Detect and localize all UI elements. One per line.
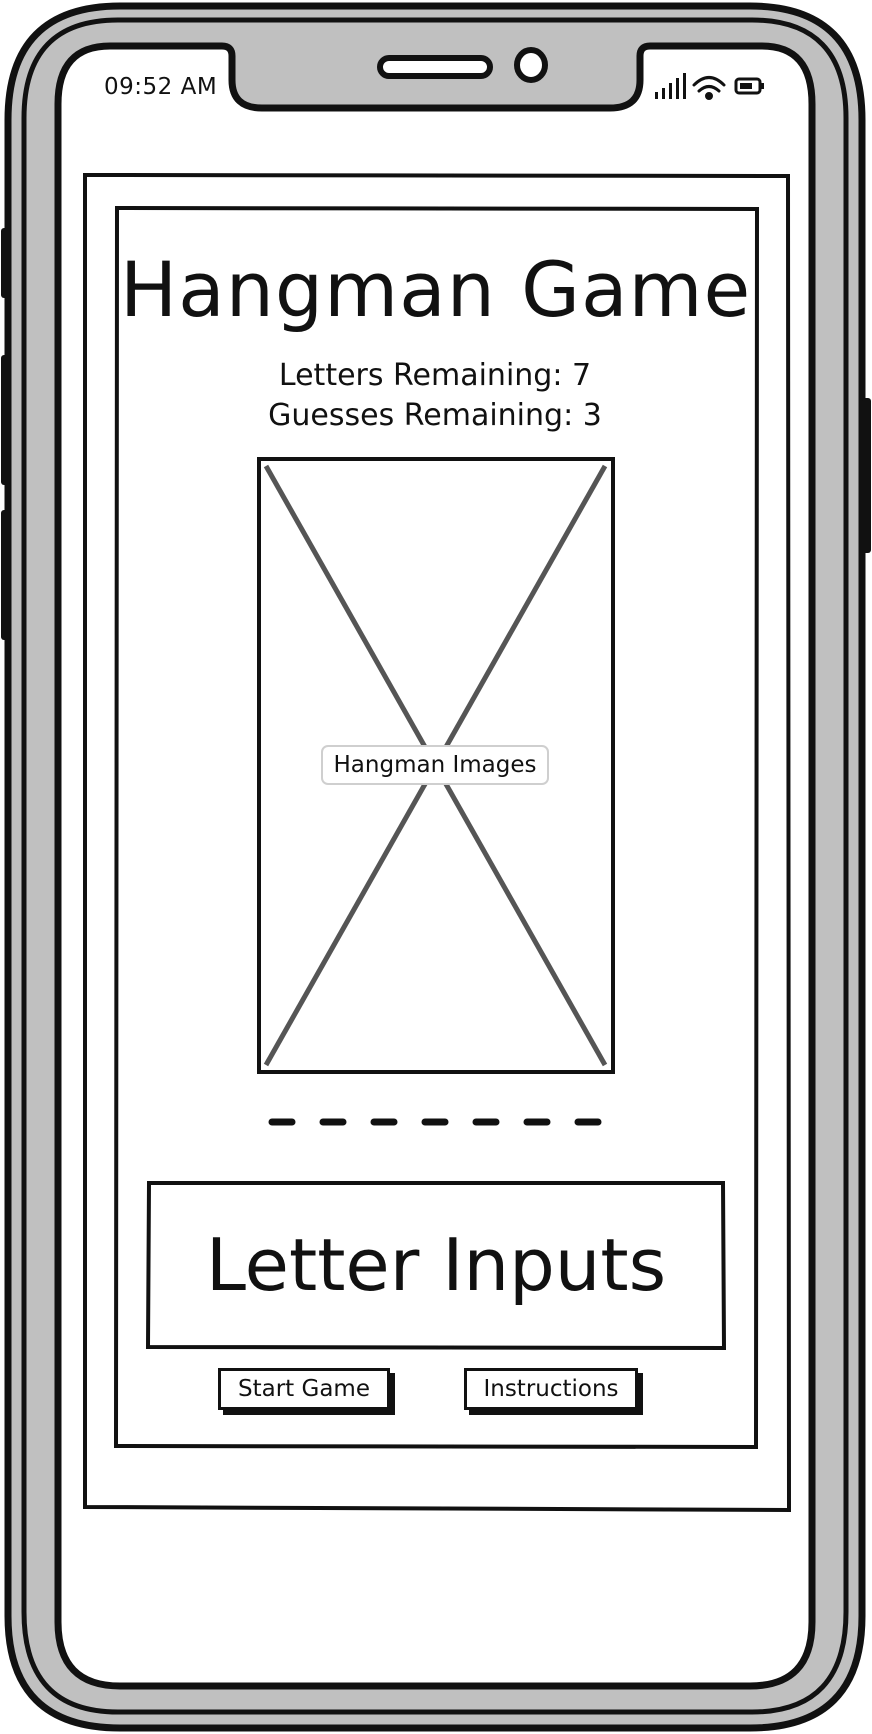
guesses-remaining-text: Guesses Remaining: 3 xyxy=(268,398,602,433)
hangman-images-label: Hangman Images xyxy=(321,745,549,785)
start-game-button[interactable]: Start Game xyxy=(218,1368,390,1410)
signal-bars-icon xyxy=(655,73,686,99)
battery-icon xyxy=(734,77,764,95)
wifi-icon xyxy=(692,76,726,100)
letters-remaining-text: Letters Remaining: 7 xyxy=(278,358,592,393)
speaker-grille xyxy=(377,55,493,79)
status-time: 09:52 AM xyxy=(104,74,218,100)
instructions-button[interactable]: Instructions xyxy=(464,1368,638,1410)
letter-inputs-area[interactable]: Letter Inputs xyxy=(205,1223,667,1307)
front-camera xyxy=(514,47,548,83)
page-title: Hangman Game xyxy=(120,245,752,334)
